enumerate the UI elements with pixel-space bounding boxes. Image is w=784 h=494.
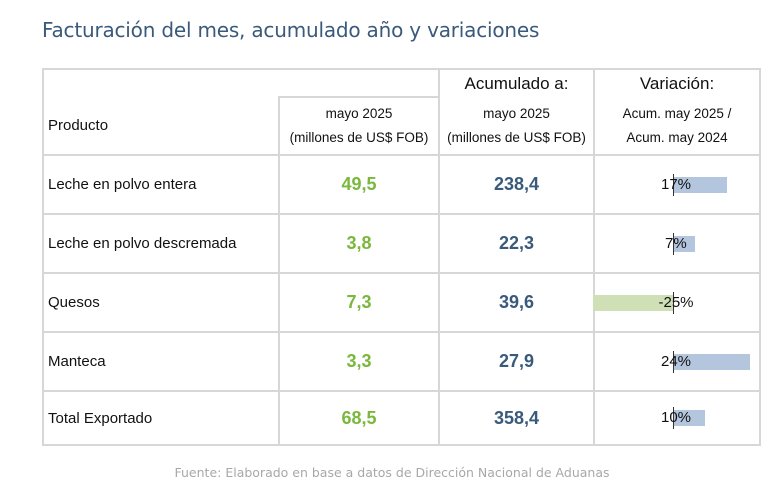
header-variacion-line2: Acum. may 2024 xyxy=(626,129,728,145)
table-row: Quesos 7,3 39,6 -25% xyxy=(42,272,761,333)
variacion-value: 24% xyxy=(661,352,692,370)
header-mes-period: mayo 2025 xyxy=(325,106,393,121)
variacion-axis-tick xyxy=(673,232,674,255)
variacion-value: -25% xyxy=(658,293,694,311)
variacion-value: 10% xyxy=(661,409,692,426)
variacion-cell: 7% xyxy=(593,213,761,274)
mes-value: 7,3 xyxy=(278,272,440,333)
product-name: Leche en polvo descremada xyxy=(42,213,280,274)
variacion-bar xyxy=(593,294,673,311)
table-row-total: Total Exportado 68,5 358,4 10% xyxy=(42,390,761,446)
acumulado-value: 27,9 xyxy=(438,331,595,392)
variacion-bar xyxy=(673,176,728,193)
table-row: Manteca 3,3 27,9 24% xyxy=(42,331,761,392)
variacion-axis-tick xyxy=(673,350,674,373)
mes-value: 3,8 xyxy=(278,213,440,274)
acumulado-value: 358,4 xyxy=(438,390,595,446)
source-note: Fuente: Elaborado en base a datos de Dir… xyxy=(174,465,610,480)
header-variacion: Variación: xyxy=(593,68,761,97)
header-empty-cell xyxy=(42,68,440,97)
variacion-bar xyxy=(673,353,750,370)
header-variacion-sub: Acum. may 2025 / Acum. may 2024 xyxy=(593,97,761,156)
acumulado-value: 22,3 xyxy=(438,213,595,274)
variacion-bar xyxy=(673,410,705,426)
header-acumulado: Acumulado a: xyxy=(438,68,595,97)
variacion-value: 17% xyxy=(661,175,692,193)
product-name: Manteca xyxy=(42,331,280,392)
variacion-cell: 17% xyxy=(593,154,761,215)
mes-value: 3,3 xyxy=(278,331,440,392)
header-mes-unit: (millones de US$ FOB) xyxy=(289,130,429,145)
variacion-cell: -25% xyxy=(593,272,761,333)
variacion-axis-tick xyxy=(673,407,674,429)
table-header-bottom-row: Producto mayo 2025 (millones de US$ FOB)… xyxy=(42,96,761,156)
mes-value: 49,5 xyxy=(278,154,440,215)
acumulado-value: 39,6 xyxy=(438,272,595,333)
variacion-axis-tick xyxy=(673,173,674,196)
header-acumulado-period: mayo 2025 xyxy=(483,105,550,121)
table-header-top-row: Acumulado a: Variación: xyxy=(42,68,761,97)
product-name: Total Exportado xyxy=(42,390,280,446)
variacion-cell: 24% xyxy=(593,331,761,392)
variacion-value: 7% xyxy=(665,234,687,252)
table-row: Leche en polvo descremada 3,8 22,3 7% xyxy=(42,213,761,274)
product-name: Quesos xyxy=(42,272,280,333)
header-acumulado-unit: (millones de US$ FOB) xyxy=(447,129,586,145)
product-name: Leche en polvo entera xyxy=(42,154,280,215)
header-acumulado-sub: mayo 2025 (millones de US$ FOB) xyxy=(438,97,595,156)
header-producto: Producto xyxy=(42,97,280,156)
header-mes: mayo 2025 (millones de US$ FOB) xyxy=(278,96,440,156)
billing-table: Acumulado a: Variación: Producto mayo 20… xyxy=(42,68,761,446)
page-title: Facturación del mes, acumulado año y var… xyxy=(42,18,540,42)
variacion-bar xyxy=(673,235,696,252)
mes-value: 68,5 xyxy=(278,390,440,446)
acumulado-value: 238,4 xyxy=(438,154,595,215)
variacion-cell: 10% xyxy=(593,390,761,446)
variacion-axis-tick xyxy=(673,291,674,314)
header-variacion-line1: Acum. may 2025 / xyxy=(622,105,732,121)
table-row: Leche en polvo entera 49,5 238,4 17% xyxy=(42,154,761,215)
